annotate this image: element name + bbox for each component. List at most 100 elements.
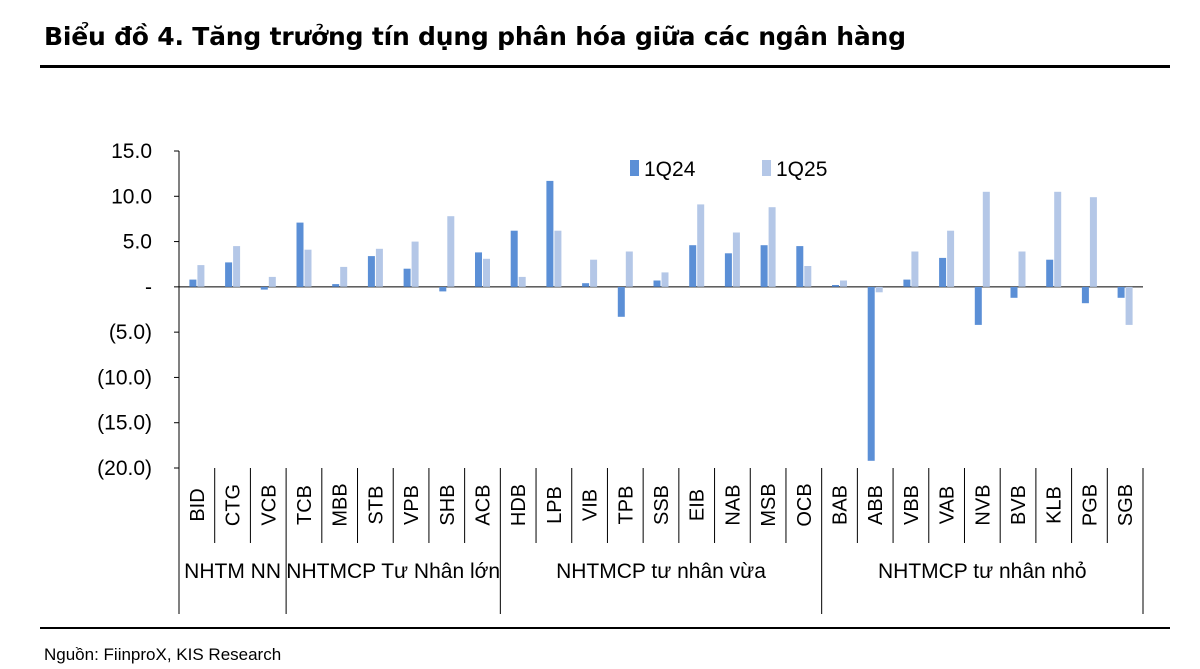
legend-label-1q25: 1Q25 — [776, 158, 827, 181]
bar-1q25 — [375, 248, 383, 287]
bar-1q25 — [1054, 191, 1062, 287]
x-tick-label: SGB — [1115, 484, 1137, 526]
bar-1q24 — [1046, 259, 1054, 287]
y-tick-label: (15.0) — [97, 412, 152, 435]
bar-1q24 — [260, 286, 268, 290]
bar-1q25 — [590, 259, 598, 287]
bar-1q25 — [233, 246, 241, 287]
bar-1q25 — [1018, 251, 1026, 287]
bar-1q24 — [189, 279, 197, 287]
x-tick-label: NVB — [972, 484, 994, 525]
x-tick-label: VCB — [258, 484, 280, 525]
x-tick-label: VBB — [901, 485, 923, 525]
y-tick-label: (5.0) — [109, 321, 152, 344]
bar-1q24 — [832, 285, 839, 287]
bar-1q24 — [546, 180, 554, 287]
x-tick-label: PGB — [1079, 484, 1101, 526]
bar-1q25 — [340, 266, 348, 287]
bar-1q25 — [947, 230, 955, 287]
bar-1q24 — [296, 222, 304, 287]
y-tick-label: 5.0 — [123, 231, 152, 254]
x-tick-label: VPB — [401, 485, 423, 525]
bar-1q25 — [518, 276, 526, 287]
bar-1q24 — [867, 286, 875, 461]
bar-1q24 — [225, 262, 233, 287]
bar-1q24 — [582, 283, 590, 287]
bar-1q25 — [982, 191, 990, 287]
bar-1q25 — [1089, 197, 1097, 287]
bar-1q25 — [483, 258, 490, 287]
bar-1q25 — [411, 241, 419, 287]
bar-1q25 — [768, 207, 776, 287]
x-tick-label: VAB — [937, 486, 959, 525]
x-tick-label: VIB — [580, 489, 602, 521]
bar-1q25 — [840, 280, 847, 287]
y-tick-label: (10.0) — [97, 366, 152, 389]
group-label: NHTMCP tư nhân nhỏ — [878, 560, 1087, 583]
x-tick-label: BAB — [830, 485, 852, 525]
bar-1q25 — [661, 272, 669, 287]
bar-1q25 — [268, 276, 276, 287]
bar-1q24 — [367, 256, 375, 287]
bar-1q24 — [332, 284, 340, 287]
bar-1q24 — [760, 245, 768, 287]
y-tick-label: (20.0) — [97, 457, 152, 480]
bar-1q25 — [554, 230, 562, 287]
y-tick-label: 15.0 — [111, 140, 152, 163]
x-tick-label: STB — [365, 486, 387, 525]
legend-swatch-1q25 — [762, 160, 771, 176]
x-tick-label: TCB — [294, 485, 316, 525]
group-label: NHTM NN — [184, 560, 281, 583]
bar-1q25 — [697, 204, 705, 287]
bar-1q25 — [911, 251, 919, 287]
bar-1q24 — [1117, 286, 1125, 298]
bar-1q24 — [974, 286, 982, 325]
bar-1q24 — [903, 279, 911, 287]
x-tick-label: BID — [187, 488, 209, 521]
group-label: NHTMCP Tư Nhân lớn — [286, 560, 500, 583]
x-tick-label: CTG — [223, 484, 245, 526]
bar-1q24 — [653, 280, 661, 287]
bar-1q25 — [625, 251, 633, 287]
x-tick-label: NAB — [722, 484, 744, 525]
source-note: Nguồn: FiinproX, KIS Research — [44, 645, 282, 664]
group-label: NHTMCP tư nhân vừa — [556, 560, 766, 583]
chart-title: Biểu đồ 4. Tăng trưởng tín dụng phân hóa… — [44, 22, 906, 51]
x-tick-label: ACB — [473, 484, 495, 525]
legend-label-1q24: 1Q24 — [644, 158, 696, 181]
bar-1q25 — [732, 232, 740, 287]
bottom-rule — [40, 627, 1170, 629]
x-tick-label: LPB — [544, 486, 566, 524]
bar-1q24 — [939, 257, 947, 287]
x-tick-label: OCB — [794, 483, 816, 526]
bar-1q25 — [875, 286, 883, 293]
bar-1q24 — [617, 286, 625, 317]
legend-swatch-1q24 — [630, 160, 639, 176]
bar-1q24 — [510, 230, 518, 287]
bar-1q25 — [197, 265, 205, 287]
x-tick-label: BVB — [1008, 485, 1030, 525]
x-tick-label: SHB — [437, 484, 459, 525]
x-tick-label: KLB — [1044, 486, 1066, 524]
bar-1q24 — [724, 253, 732, 287]
x-tick-label: MBB — [330, 483, 352, 526]
bar-1q24 — [1081, 286, 1089, 304]
bar-1q25 — [804, 266, 812, 287]
bar-1q24 — [475, 252, 482, 287]
bar-1q25 — [447, 216, 455, 287]
bar-1q24 — [403, 268, 411, 287]
bar-1q24 — [1010, 286, 1018, 298]
bar-1q24 — [796, 246, 804, 287]
top-rule — [40, 65, 1170, 68]
x-tick-label: ABB — [865, 485, 887, 525]
bar-1q25 — [304, 249, 312, 287]
bar-1q25 — [1125, 286, 1133, 325]
bar-1q24 — [439, 286, 447, 292]
y-tick-label: 10.0 — [111, 185, 152, 208]
bar-1q24 — [689, 245, 697, 287]
x-tick-label: HDB — [508, 484, 530, 526]
y-tick-label: - — [145, 276, 152, 299]
x-tick-label: SSB — [651, 485, 673, 525]
x-tick-label: EIB — [687, 489, 709, 521]
